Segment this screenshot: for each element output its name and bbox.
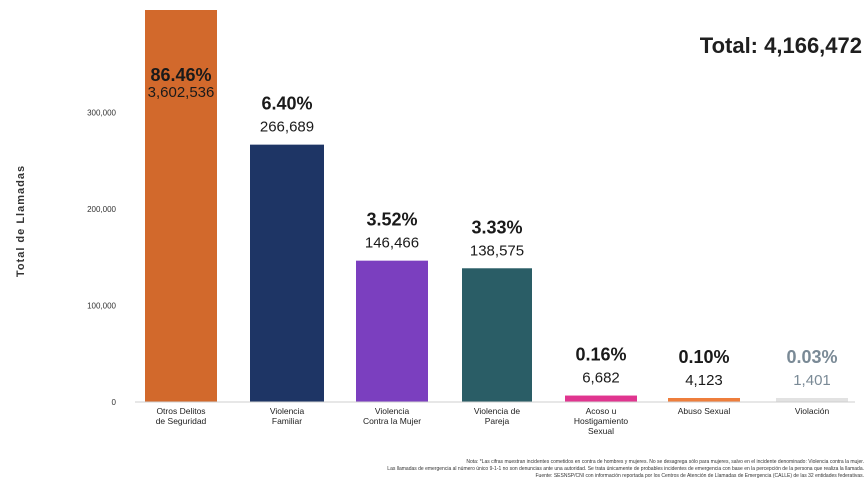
x-tick-label: Sexual	[588, 426, 614, 436]
percent-label: 0.10%	[678, 347, 729, 367]
footnotes: Nota: *Las cifras muestran incidentes co…	[264, 459, 864, 480]
value-label: 266,689	[260, 119, 314, 136]
value-label: 138,575	[470, 242, 524, 259]
percent-label: 0.16%	[575, 345, 626, 365]
value-label: 4,123	[685, 372, 723, 389]
x-tick-label: Violación	[795, 406, 830, 416]
x-tick-label: de Seguridad	[156, 416, 207, 426]
bar	[145, 10, 217, 402]
y-tick-label: 200,000	[87, 205, 116, 214]
x-tick-label: Abuso Sexual	[678, 406, 731, 416]
x-tick-label: Violencia	[270, 406, 305, 416]
x-tick-label: Contra la Mujer	[363, 416, 421, 426]
y-axis-label: Total de Llamadas	[15, 164, 27, 278]
bar	[250, 144, 324, 402]
bar	[462, 268, 532, 402]
x-tick-label: Hostigamiento	[574, 416, 629, 426]
total-label: Total: 4,166,472	[699, 33, 862, 58]
percent-label: 6.40%	[261, 94, 312, 114]
value-label: 146,466	[365, 235, 419, 252]
value-label: 3,602,536	[148, 84, 215, 101]
value-label: 1,401	[793, 372, 831, 389]
percent-label: 0.03%	[786, 347, 837, 367]
x-tick-label: Otros Delitos	[156, 406, 205, 416]
footnote-line: Nota: *Las cifras muestran incidentes co…	[466, 459, 864, 465]
x-tick-label: Acoso u	[586, 406, 617, 416]
percent-label: 3.33%	[471, 217, 522, 237]
y-tick-label: 300,000	[87, 109, 116, 118]
percent-label: 3.52%	[366, 210, 417, 230]
bar	[356, 260, 428, 402]
percent-label: 86.46%	[150, 65, 211, 85]
y-tick-label: 0	[112, 398, 117, 407]
bar	[776, 398, 848, 402]
y-tick-label: 100,000	[87, 302, 116, 311]
footnote-line: Las llamadas de emergencia al número úni…	[387, 466, 864, 472]
value-label: 6,682	[582, 370, 620, 387]
bar	[565, 395, 637, 402]
x-tick-label: Familiar	[272, 416, 302, 426]
x-tick-label: Violencia de	[474, 406, 520, 416]
x-tick-label: Pareja	[485, 416, 510, 426]
footnote-line: Fuente: SESNSP/CNI con información repor…	[535, 473, 864, 479]
bar	[668, 398, 740, 402]
x-tick-label: Violencia	[375, 406, 410, 416]
